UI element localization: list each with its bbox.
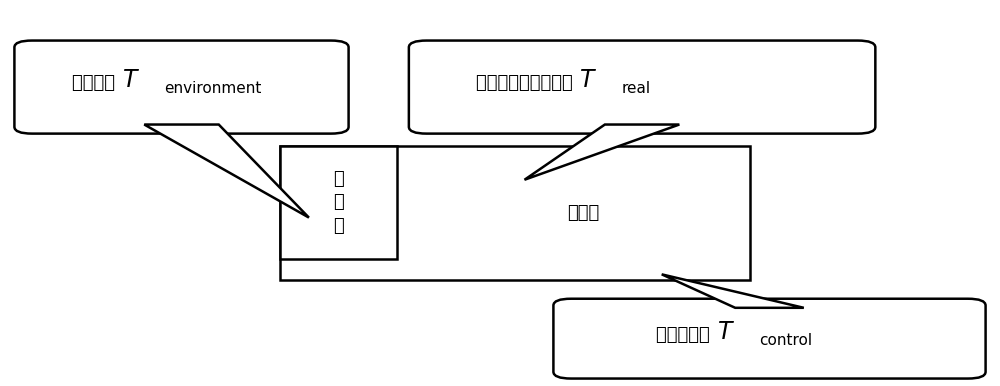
Text: 孵育盘: 孵育盘 (567, 204, 599, 222)
Text: $\mathit{T}$: $\mathit{T}$ (717, 320, 735, 344)
FancyBboxPatch shape (409, 41, 875, 134)
Text: 比
色
杯: 比 色 杯 (333, 170, 344, 235)
Polygon shape (144, 125, 309, 218)
Text: $\mathit{T}$: $\mathit{T}$ (122, 68, 140, 92)
Text: $\mathit{T}$: $\mathit{T}$ (579, 68, 597, 92)
Text: 孵育盘温度: 孵育盘温度 (656, 326, 716, 344)
Bar (280, 146, 750, 280)
Bar (280, 146, 397, 259)
FancyBboxPatch shape (553, 299, 986, 379)
Text: 环境温度: 环境温度 (72, 74, 121, 92)
Text: control: control (759, 333, 812, 348)
Polygon shape (524, 125, 679, 180)
Polygon shape (662, 274, 804, 308)
Text: real: real (622, 81, 651, 96)
FancyBboxPatch shape (14, 41, 349, 134)
Text: 比色杯内反应液温度: 比色杯内反应液温度 (476, 74, 578, 92)
Text: environment: environment (164, 81, 261, 96)
